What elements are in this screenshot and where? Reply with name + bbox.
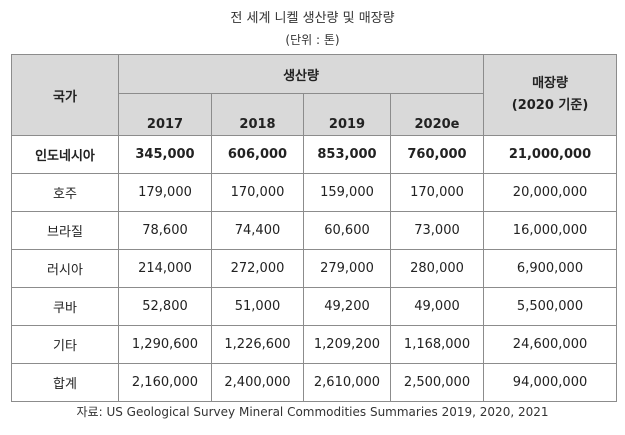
source-note: 자료: US Geological Survey Mineral Commodi… (76, 405, 549, 419)
header-row: 국가 생산량 매장량 (2020 기준) (11, 54, 618, 136)
reserves-cell: 20,000,000 (483, 173, 618, 212)
value-cell: 853,000 (303, 135, 391, 174)
value-cell: 214,000 (118, 249, 212, 288)
value-cell: 73,000 (389, 211, 485, 250)
country-cell: 기타 (11, 325, 119, 364)
reserves-cell: 94,000,000 (483, 363, 618, 402)
header-years-row: 2017 2018 2019 2020e (12, 93, 617, 136)
header-reserves-label: 매장량 (532, 76, 568, 91)
value-cell: 1,290,600 (118, 325, 212, 364)
table-row: 브라질 78,600 74,400 60,600 73,000 16,000,0… (11, 211, 618, 250)
value-cell: 49,200 (303, 287, 391, 326)
header-reserves: 매장량 (2020 기준) (483, 54, 618, 136)
reserves-cell: 16,000,000 (483, 211, 618, 250)
value-cell: 2,500,000 (389, 363, 485, 402)
value-cell: 179,000 (118, 173, 212, 212)
value-cell: 2,400,000 (211, 363, 304, 402)
country-cell: 합계 (11, 363, 119, 402)
value-cell: 74,400 (211, 211, 304, 250)
value-cell: 1,168,000 (389, 325, 485, 364)
reserves-cell: 21,000,000 (483, 135, 618, 174)
header-year: 2019 (303, 93, 391, 136)
country-cell: 호주 (11, 173, 119, 212)
header-year: 2020e (389, 93, 485, 136)
header-reserves-basis: (2020 기준) (511, 98, 589, 113)
table-row: 합계 2,160,000 2,400,000 2,610,000 2,500,0… (11, 363, 618, 402)
header-year: 2018 (211, 93, 304, 136)
value-cell: 345,000 (118, 135, 212, 174)
country-cell: 브라질 (11, 211, 119, 250)
table-title: 전 세계 니켈 생산량 및 매장량 (230, 11, 395, 26)
table-row: 러시아 214,000 272,000 279,000 280,000 6,90… (11, 249, 618, 288)
value-cell: 1,209,200 (303, 325, 391, 364)
value-cell: 2,610,000 (303, 363, 391, 402)
table-row: 쿠바 52,800 51,000 49,200 49,000 5,500,000 (11, 287, 618, 326)
value-cell: 279,000 (303, 249, 391, 288)
reserves-cell: 5,500,000 (483, 287, 618, 326)
reserves-cell: 24,600,000 (483, 325, 618, 364)
value-cell: 51,000 (211, 287, 304, 326)
header-country: 국가 (11, 54, 119, 136)
table-row: 기타 1,290,600 1,226,600 1,209,200 1,168,0… (11, 325, 618, 364)
value-cell: 170,000 (389, 173, 485, 212)
country-cell: 러시아 (11, 249, 119, 288)
value-cell: 606,000 (211, 135, 304, 174)
value-cell: 280,000 (389, 249, 485, 288)
header-production: 생산량 (117, 54, 485, 94)
value-cell: 49,000 (389, 287, 485, 326)
value-cell: 760,000 (389, 135, 485, 174)
value-cell: 1,226,600 (211, 325, 304, 364)
reserves-cell: 6,900,000 (483, 249, 618, 288)
country-cell: 인도네시아 (11, 135, 119, 174)
value-cell: 2,160,000 (118, 363, 212, 402)
value-cell: 170,000 (211, 173, 304, 212)
nickel-table: 국가 생산량 매장량 (2020 기준) 2017 2018 2019 2020… (11, 54, 618, 402)
value-cell: 272,000 (211, 249, 304, 288)
country-cell: 쿠바 (11, 287, 119, 326)
header-year: 2017 (118, 93, 212, 136)
value-cell: 60,600 (303, 211, 391, 250)
table-row: 호주 179,000 170,000 159,000 170,000 20,00… (11, 173, 618, 212)
value-cell: 78,600 (118, 211, 212, 250)
table-row: 인도네시아 345,000 606,000 853,000 760,000 21… (11, 135, 618, 174)
value-cell: 159,000 (303, 173, 391, 212)
value-cell: 52,800 (118, 287, 212, 326)
unit-label: (단위 : 톤) (285, 33, 340, 47)
